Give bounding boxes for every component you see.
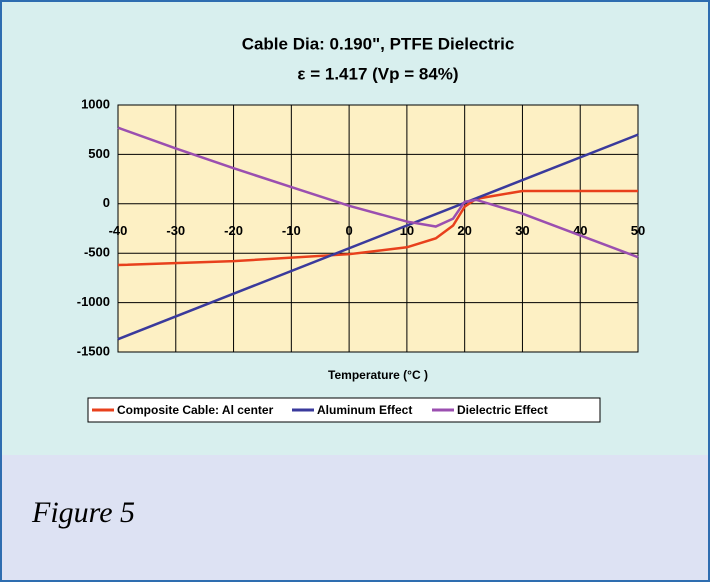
series-line <box>117 133 639 341</box>
caption-band <box>2 455 708 580</box>
y-tick-label: -500 <box>84 245 110 260</box>
x-tick-label: -30 <box>166 223 185 238</box>
y-tick-label: -1000 <box>77 294 110 309</box>
legend-label: Aluminum Effect <box>317 403 412 417</box>
series-line <box>117 189 638 267</box>
x-tick-label: 0 <box>345 223 352 238</box>
legend-label: Dielectric Effect <box>457 403 548 417</box>
legend-label: Composite Cable: Al center <box>117 403 274 417</box>
chart-subtitle: ε = 1.417 (Vp = 84%) <box>297 64 458 83</box>
y-tick-label: 0 <box>103 195 110 210</box>
x-tick-label: -40 <box>109 223 128 238</box>
y-tick-label: 1000 <box>81 96 110 111</box>
x-tick-label: 20 <box>457 223 471 238</box>
caption: Figure 5 <box>31 496 135 529</box>
chart-title: Cable Dia: 0.190", PTFE Dielectric <box>242 34 515 53</box>
x-tick-label: -10 <box>282 223 301 238</box>
x-tick-label: -20 <box>224 223 243 238</box>
x-axis-label: Temperature (°C ) <box>328 368 428 382</box>
y-tick-label: -1500 <box>77 343 110 358</box>
x-tick-label: 50 <box>631 223 645 238</box>
x-tick-label: 30 <box>515 223 529 238</box>
series-line <box>117 126 639 259</box>
legend <box>87 397 601 423</box>
y-tick-label: 500 <box>88 146 110 161</box>
